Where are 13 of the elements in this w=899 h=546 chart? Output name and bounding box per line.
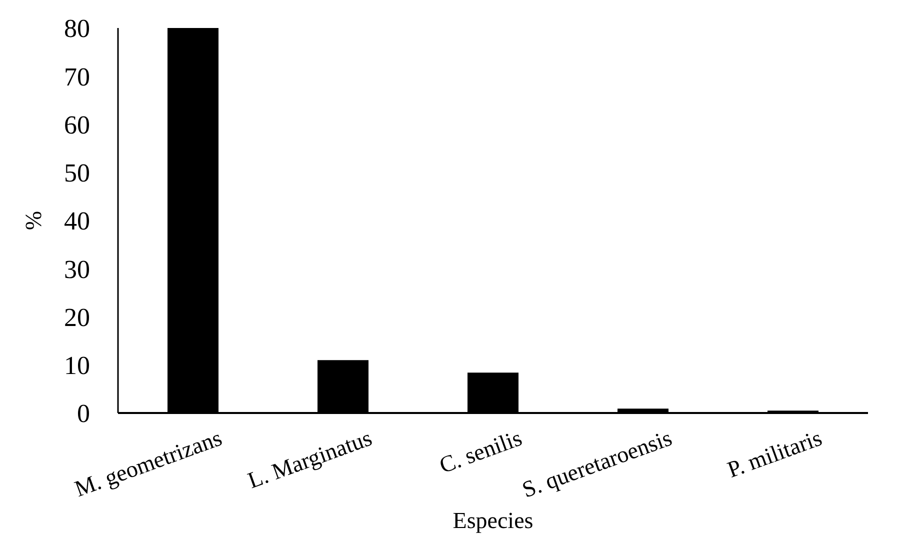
y-tick-label: 20 xyxy=(64,302,90,332)
y-tick-label: 50 xyxy=(64,158,90,188)
y-tick-label: 30 xyxy=(64,254,90,284)
y-tick-label: 80 xyxy=(64,14,90,44)
x-tick-label: C. senilis xyxy=(436,425,526,478)
y-tick-label: 60 xyxy=(64,110,90,140)
y-tick-label: 40 xyxy=(64,206,90,236)
y-tick-label: 70 xyxy=(64,62,90,92)
x-axis-title: Especies xyxy=(452,508,534,533)
y-tick-label: 10 xyxy=(64,351,90,380)
y-tick-label: 0 xyxy=(77,399,90,428)
x-tick-label: P. militaris xyxy=(724,425,826,482)
y-axis-title: % xyxy=(21,210,46,230)
